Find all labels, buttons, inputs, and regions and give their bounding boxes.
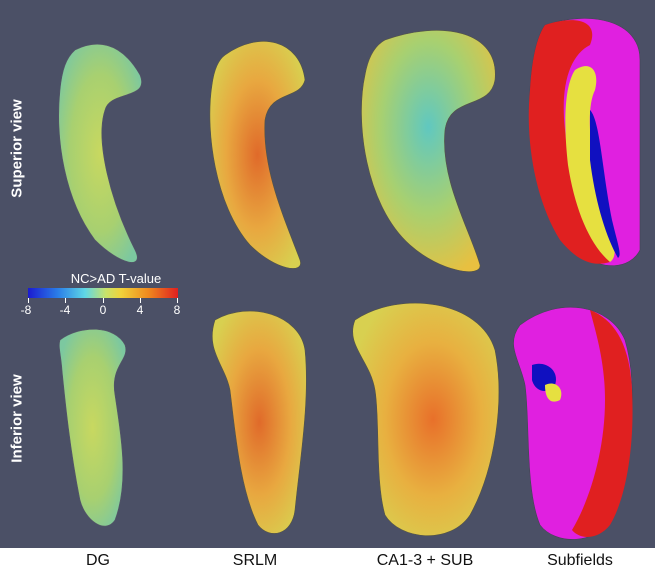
row-label-superior: Superior view [8,99,26,198]
figure-panel: Superior view Inferior view NC>AD T-valu… [0,0,655,548]
column-label-srlm: SRLM [232,552,278,569]
colorbar-tick-label: -8 [20,303,32,317]
subfields-superior-blue [590,110,620,258]
srlm-inferior-shape [211,310,307,534]
row-label-inferior: Inferior view [8,374,26,463]
subfields-superior-red [528,20,610,264]
column-label-subfields: Subfields [547,552,613,569]
colorbar [28,288,178,298]
colorbar-tick [28,298,29,303]
colorbar-tick [103,298,104,303]
dg-inferior-shape [59,329,127,527]
colorbar-tick-label: 4 [136,303,144,317]
colorbar-tick [140,298,141,303]
colorbar-tick [177,298,178,303]
column-label-dg: DG [86,552,110,569]
colorbar-tick-label: 0 [99,303,107,317]
colorbar-tick-label: -4 [59,303,71,317]
ca-superior-shape [361,30,496,272]
colorbar-tick [65,298,66,303]
colorbar-title: NC>AD T-value [70,271,162,286]
dg-superior-shape [58,44,142,263]
srlm-superior-shape [209,41,306,269]
subfields-inferior-yellow [545,383,562,402]
colorbar-tick-label: 8 [173,303,181,317]
subfields-inferior-red [572,310,633,537]
column-label-ca: CA1-3 + SUB [376,552,474,569]
hippocampus-renderings [58,18,641,540]
ca-inferior-shape [352,302,500,536]
